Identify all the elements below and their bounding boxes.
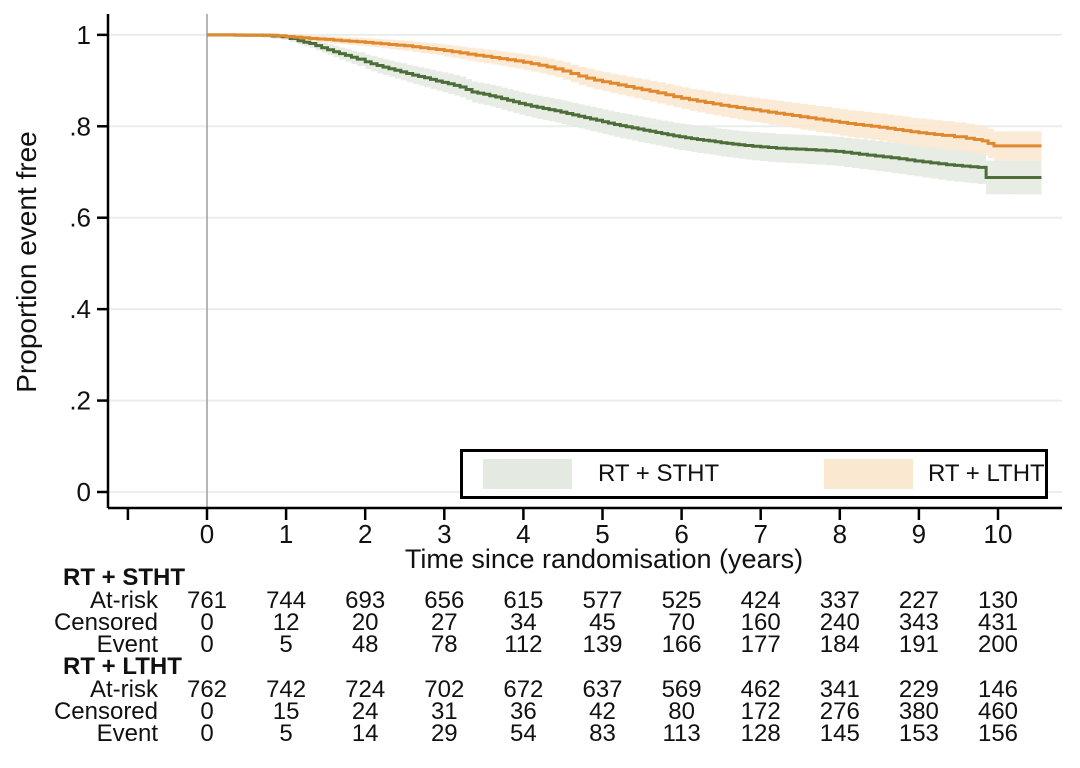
y-tick-label: .4	[69, 294, 91, 324]
y-tick-label: 0	[77, 477, 91, 507]
y-tick-label: .8	[69, 111, 91, 141]
confidence-band-rt-stht	[207, 34, 1042, 195]
legend-label-rt-ltht: RT + LTHT	[928, 460, 1045, 487]
legend-label-rt-stht: RT + STHT	[598, 460, 720, 487]
legend-swatch-rt-ltht	[824, 459, 913, 489]
legend-swatch-rt-stht	[483, 459, 572, 489]
x-tick-label: 1	[279, 519, 293, 549]
x-tick-label: 2	[358, 519, 372, 549]
y-tick-label: 1	[77, 20, 91, 50]
y-tick-label: .2	[69, 386, 91, 416]
confidence-band-rt-ltht	[207, 34, 1042, 161]
x-tick-label: 6	[674, 519, 688, 549]
x-axis-title: Time since randomisation (years)	[404, 544, 804, 574]
x-tick-label: 4	[516, 519, 530, 549]
x-tick-label: 3	[437, 519, 451, 549]
legend-box: RT + STHT RT + LTHT	[460, 449, 1048, 499]
km-curve-rt-stht	[207, 33, 1042, 179]
y-axis-title: Proportion event free	[11, 131, 42, 393]
x-tick-label: 8	[833, 519, 847, 549]
x-tick-label: 10	[984, 519, 1013, 549]
y-tick-label: .6	[69, 203, 91, 233]
x-tick-label: 9	[912, 519, 926, 549]
x-tick-label: 0	[200, 519, 214, 549]
x-tick-label: 7	[753, 519, 767, 549]
x-tick-label: 5	[595, 519, 609, 549]
km-curve-rt-ltht	[207, 33, 1042, 148]
